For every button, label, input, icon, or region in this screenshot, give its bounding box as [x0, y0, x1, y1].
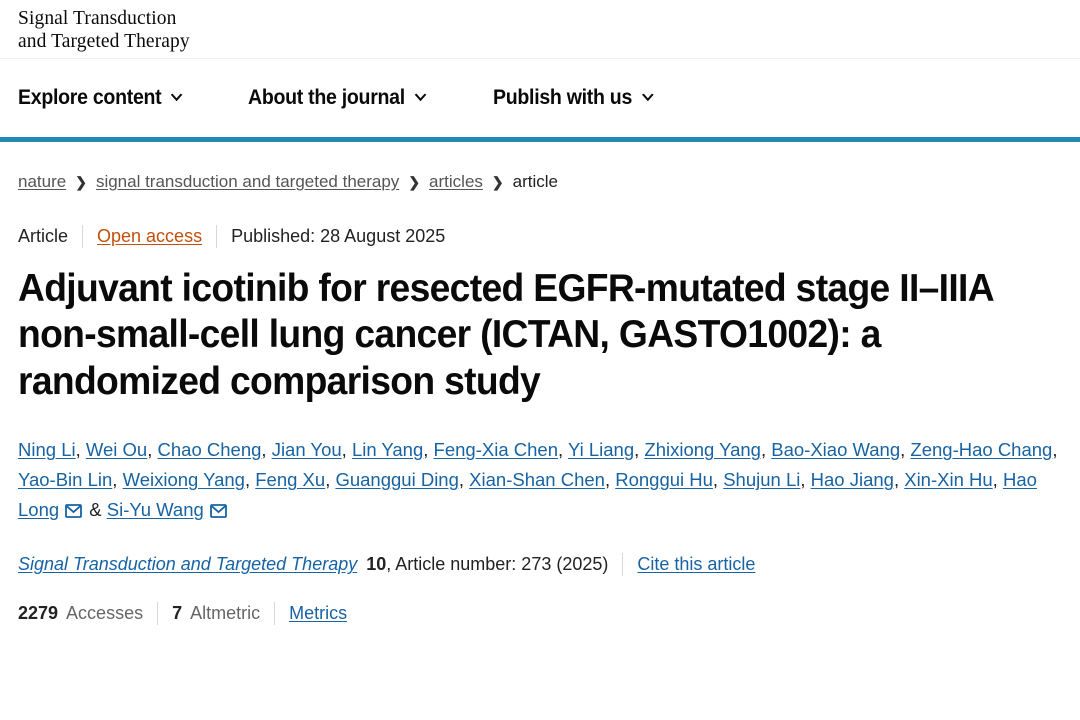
author-link[interactable]: Weixiong Yang: [122, 469, 245, 491]
altmetric-label: Altmetric: [190, 603, 261, 624]
breadcrumb-item-article: article: [512, 172, 558, 191]
author-separator: ,: [341, 439, 352, 461]
author-link[interactable]: Si-Yu Wang: [106, 499, 204, 521]
nav-item-about-the-journal[interactable]: About the journal: [248, 86, 427, 110]
author-separator: ,: [244, 469, 256, 491]
author-link[interactable]: Zhixiong Yang: [644, 439, 761, 461]
article-header: nature ❯ signal transduction and targete…: [0, 172, 1080, 626]
author-link[interactable]: Guanggui Ding: [335, 469, 459, 491]
altmetric-count: 7: [172, 603, 183, 624]
breadcrumb-separator: ❯: [491, 173, 504, 190]
author-link[interactable]: Zeng-Hao Chang: [910, 439, 1053, 461]
breadcrumb-item-articles[interactable]: articles: [429, 172, 483, 191]
nav-item-label: Publish with us: [492, 86, 632, 109]
article-type-label: Article: [18, 226, 69, 246]
author-separator: ,: [458, 469, 470, 491]
citation-divider: [622, 553, 624, 577]
author-link[interactable]: Hao Long: [18, 469, 1037, 521]
author-link[interactable]: Xian-Shan Chen: [469, 469, 605, 491]
page-title: Adjuvant icotinib for resected EGFR-muta…: [18, 267, 993, 403]
breadcrumb-item-journal[interactable]: signal transduction and targeted therapy: [95, 172, 400, 191]
author-link[interactable]: Lin Yang: [351, 439, 424, 461]
author-separator: ,: [557, 439, 568, 461]
author-link[interactable]: Yi Liang: [567, 439, 635, 461]
author-separator: ,: [992, 469, 1003, 491]
breadcrumb-separator: ❯: [75, 173, 87, 190]
envelope-icon[interactable]: [65, 504, 83, 519]
author-link[interactable]: Bao-Xiao Wang: [771, 439, 901, 461]
author-link[interactable]: Wei Ou: [85, 439, 148, 461]
journal-logo[interactable]: Signal Transduction and Targeted Therapy: [18, 8, 190, 52]
nav-item-label: Explore content: [18, 86, 162, 109]
author-separator: ,: [423, 439, 434, 461]
nav-item-explore-content[interactable]: Explore content: [18, 86, 184, 110]
chevron-down-icon: [170, 93, 184, 103]
open-access-link[interactable]: Open access: [97, 226, 203, 246]
accent-bar: [0, 137, 1080, 142]
author-separator: ,: [75, 439, 86, 461]
published-date: Published: 28 August 2025: [231, 226, 446, 246]
cite-this-article-link[interactable]: Cite this article: [637, 554, 756, 575]
author-separator: ,: [325, 469, 336, 491]
volume-number: 10: [366, 554, 387, 575]
author-separator: &: [84, 499, 107, 521]
masthead-divider: [0, 58, 1080, 59]
journal-masthead: Signal Transduction and Targeted Therapy: [0, 0, 1080, 58]
author-separator: ,: [800, 469, 811, 491]
article-meta-line: Article Open access Published: 28 August…: [18, 225, 1062, 248]
metrics-divider: [157, 602, 159, 626]
citation-line: Signal Transduction and Targeted Therapy…: [18, 553, 1062, 577]
metrics-link[interactable]: Metrics: [289, 603, 348, 624]
author-separator: ,: [893, 469, 905, 491]
author-separator: ,: [712, 469, 724, 491]
author-list: Ning Li, Wei Ou, Chao Cheng, Jian You, L…: [18, 435, 1062, 525]
primary-nav: Explore content About the journal Publis…: [0, 59, 1080, 137]
nav-item-publish-with-us[interactable]: Publish with us: [493, 86, 654, 110]
metrics-divider: [274, 602, 276, 626]
journal-name-link[interactable]: Signal Transduction and Targeted Therapy: [18, 554, 358, 575]
metrics-line: 2279 Accesses 7 Altmetric Metrics: [18, 602, 1062, 626]
author-link[interactable]: Feng-Xia Chen: [433, 439, 558, 461]
chevron-down-icon: [640, 93, 654, 103]
author-separator: ,: [1052, 439, 1058, 461]
nav-item-label: About the journal: [248, 86, 406, 109]
breadcrumb-item-nature[interactable]: nature: [18, 172, 67, 191]
breadcrumb: nature ❯ signal transduction and targete…: [18, 172, 1062, 192]
author-link[interactable]: Ning Li: [18, 439, 76, 461]
author-separator: ,: [261, 439, 272, 461]
meta-divider: [216, 225, 218, 248]
breadcrumb-separator: ❯: [408, 173, 421, 190]
author-link[interactable]: Jian You: [271, 439, 342, 461]
author-link[interactable]: Xin-Xin Hu: [904, 469, 993, 491]
author-separator: ,: [604, 469, 616, 491]
author-link[interactable]: Chao Cheng: [157, 439, 262, 461]
author-separator: ,: [147, 439, 158, 461]
author-separator: ,: [112, 469, 123, 491]
author-link[interactable]: Shujun Li: [723, 469, 801, 491]
author-separator: ,: [634, 439, 645, 461]
accesses-count: 2279: [18, 603, 59, 624]
author-link[interactable]: Hao Jiang: [810, 469, 894, 491]
author-link[interactable]: Feng Xu: [255, 469, 326, 491]
chevron-down-icon: [413, 93, 427, 103]
author-separator: ,: [760, 439, 772, 461]
author-link[interactable]: Ronggui Hu: [615, 469, 713, 491]
meta-divider: [82, 225, 84, 248]
envelope-icon[interactable]: [209, 504, 227, 519]
author-link[interactable]: Yao-Bin Lin: [18, 469, 113, 491]
author-separator: ,: [900, 439, 911, 461]
article-number: , Article number: 273 (2025): [386, 554, 609, 575]
accesses-label: Accesses: [66, 603, 144, 624]
